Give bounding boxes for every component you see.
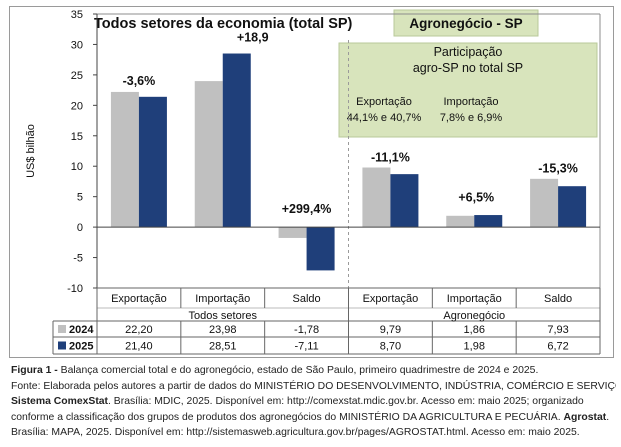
change-label-1: +18,9 — [237, 30, 269, 44]
cell-2025-5: 6,72 — [547, 341, 568, 353]
caption-figure-label: Figura 1 - — [11, 365, 58, 376]
bar-2025-1 — [222, 53, 251, 228]
bar-2024-1 — [194, 81, 223, 228]
caption-line-1: Figura 1 - Balança comercial total e do … — [11, 363, 616, 379]
y-tick-label: 0 — [77, 222, 83, 234]
category-label-4: Importação — [447, 293, 502, 305]
cell-2025-3: 8,70 — [380, 341, 401, 353]
legend-label-2025: 2025 — [69, 341, 93, 353]
caption-comexstat: Sistema ComexStat — [11, 396, 109, 408]
change-label-4: +6,5% — [458, 191, 494, 205]
y-tick-label: 10 — [71, 161, 83, 173]
cell-2024-0: 22,20 — [125, 324, 153, 336]
participation-import-label: Importação — [443, 96, 498, 108]
caption-line-2: Fonte: Elaborada pelos autores a partir … — [11, 380, 616, 392]
caption-line-3: Sistema ComexStat. Brasília: MDIC, 2025.… — [11, 394, 616, 410]
participation-title-2: agro-SP no total SP — [413, 61, 523, 75]
cell-2025-4: 1,98 — [464, 341, 485, 353]
y-tick-label: -10 — [67, 283, 83, 295]
bar-2024-4 — [446, 215, 475, 228]
bar-2024-0 — [110, 91, 139, 228]
cell-2025-1: 28,51 — [209, 341, 237, 353]
participation-box — [338, 42, 598, 138]
caption-line-4-text: conforme a classificação dos grupos de p… — [11, 411, 564, 423]
y-tick-label: 5 — [77, 192, 83, 204]
change-label-2: +299,4% — [282, 202, 332, 216]
participation-export-value: 44,1% e 40,7% — [347, 112, 422, 124]
caption-agrostat: Agrostat — [563, 411, 607, 423]
figure-caption: Figura 1 - Balança comercial total e do … — [11, 363, 616, 441]
change-label-5: -15,3% — [538, 161, 578, 175]
bar-2024-2 — [278, 227, 307, 238]
y-tick-label: -5 — [73, 253, 83, 265]
bar-2025-3 — [390, 174, 419, 228]
bar-2024-3 — [362, 167, 391, 228]
category-label-3: Exportação — [363, 293, 419, 305]
participation-title-1: Participação — [434, 45, 503, 59]
figure-frame — [9, 6, 614, 358]
bar-2025-0 — [138, 96, 167, 228]
category-label-1: Importação — [195, 293, 250, 305]
legend-swatch-2025 — [58, 341, 66, 350]
caption-figure-text: Balança comercial total e do agronegócio… — [57, 365, 539, 376]
cell-2024-2: -1,78 — [294, 324, 319, 336]
left-panel-title: Todos setores da economia (total SP) — [94, 16, 353, 32]
agro-panel-title: Agronegócio - SP — [409, 16, 522, 31]
legend-swatch-2024 — [58, 325, 66, 333]
bar-2025-4 — [474, 215, 503, 228]
cell-2024-1: 23,98 — [209, 324, 237, 336]
group-label-1: Agronegócio — [443, 310, 505, 322]
cell-2024-3: 9,79 — [380, 324, 401, 336]
group-label-0: Todos setores — [189, 310, 258, 322]
caption-line-4-end: . — [606, 411, 610, 423]
y-tick-label: 25 — [71, 70, 83, 82]
y-tick-label: 35 — [71, 9, 83, 21]
cell-2024-5: 7,93 — [547, 324, 568, 336]
legend-label-2024: 2024 — [69, 324, 94, 336]
change-label-3: -11,1% — [371, 150, 410, 164]
bar-2024-5 — [530, 178, 559, 228]
bar-2025-5 — [558, 186, 587, 228]
caption-line-4: conforme a classificação dos grupos de p… — [11, 410, 616, 426]
caption-line-3-text: . Brasília: MDIC, 2025. Disponível em: h… — [108, 396, 584, 408]
bar-2025-2 — [306, 227, 335, 271]
cell-2025-0: 21,40 — [125, 341, 153, 353]
caption-line-5: Brasília: MAPA, 2025. Disponível em: htt… — [11, 427, 580, 439]
y-tick-label: 30 — [71, 39, 83, 51]
category-label-5: Saldo — [544, 293, 572, 305]
y-axis-label: US$ bilhão — [25, 124, 37, 178]
category-label-2: Saldo — [293, 293, 321, 305]
category-label-0: Exportação — [111, 293, 167, 305]
participation-import-value: 7,8% e 6,9% — [440, 112, 503, 124]
participation-export-label: Exportação — [356, 96, 412, 108]
y-tick-label: 20 — [71, 100, 83, 112]
cell-2025-2: -7,11 — [294, 341, 318, 353]
y-tick-label: 15 — [71, 131, 83, 143]
cell-2024-4: 1,86 — [464, 324, 485, 336]
chart: Participação agro-SP no total SP Exportaçã… — [9, 6, 614, 358]
change-label-0: -3,6% — [123, 74, 156, 88]
